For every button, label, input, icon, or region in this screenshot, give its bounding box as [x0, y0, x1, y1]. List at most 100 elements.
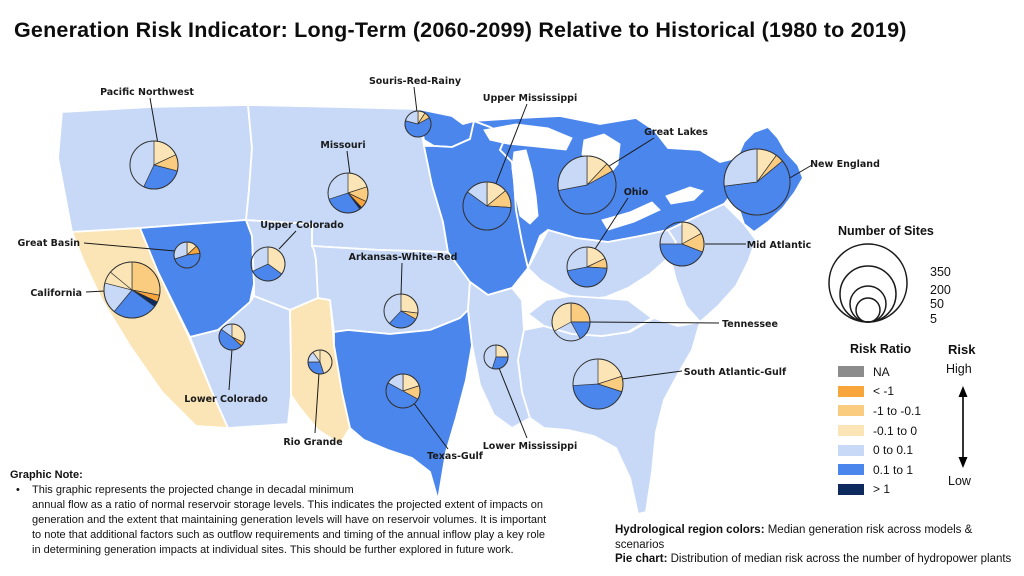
region-label-souris-red-rainy: Souris-Red-Rainy [369, 76, 462, 87]
risk-ratio-row: > 1 [838, 480, 968, 500]
region-label-upper-mississippi: Upper Mississippi [483, 93, 577, 104]
pie-outline [557, 155, 617, 215]
pie-outline [404, 110, 432, 138]
risk-ratio-swatch [838, 464, 864, 476]
footnote-pie-chart: Pie chart: Distribution of median risk a… [615, 553, 1012, 565]
region-label-lower-colorado: Lower Colorado [184, 394, 268, 405]
region-label-new-england: New England [810, 159, 880, 170]
risk-ratio-row: -0.1 to 0 [838, 421, 968, 441]
leader-line-lower-mississippi [498, 367, 528, 439]
graphic-note-line: in determining generation impacts at ind… [32, 544, 514, 556]
risk-ratio-row: -1 to -0.1 [838, 401, 968, 421]
leader-line-ohio [594, 197, 629, 250]
pie-outline [383, 293, 419, 329]
pie-pacific-northwest [129, 140, 179, 190]
pie-outline [250, 246, 286, 282]
pie-outline [723, 148, 791, 216]
pie-south-atlantic-gulf [572, 358, 624, 410]
pie-texas-gulf [385, 373, 421, 409]
legend-sites-title: Number of Sites [838, 224, 934, 238]
leader-line-missouri [346, 150, 351, 175]
pie-outline [173, 241, 201, 269]
bullet-icon: • [16, 484, 20, 496]
pie-great-basin [173, 241, 201, 269]
pie-outline [327, 172, 369, 214]
sites-circle-5 [855, 297, 881, 323]
region-label-texas-gulf: Texas-Gulf [427, 451, 484, 462]
pie-outline [659, 221, 705, 267]
sites-circle-label: 200 [930, 283, 951, 297]
lake-superior [483, 123, 573, 151]
pie-outline [129, 140, 179, 190]
risk-ratio-label: -0.1 to 0 [873, 423, 918, 438]
pie-upper-colorado [250, 246, 286, 282]
risk-ratio-label: NA [873, 364, 890, 379]
risk-ratio-swatch [838, 385, 864, 397]
pie-arkansas-white-red [383, 293, 419, 329]
risk-ratio-label: 0.1 to 1 [873, 462, 914, 477]
pie-upper-mississippi [462, 181, 512, 231]
region-label-rio-grande: Rio Grande [283, 437, 342, 448]
sites-circle-label: 5 [930, 312, 937, 326]
risk-ratio-label: -1 to -0.1 [873, 403, 922, 418]
leader-line-lower-colorado [228, 348, 233, 391]
risk-ratio-swatch [838, 483, 864, 495]
graphic-note-heading: Graphic Note: [10, 469, 83, 481]
leader-line-upper-colorado [278, 230, 297, 250]
leader-line-souris-red-rainy [413, 86, 418, 113]
leader-line-great-basin [83, 242, 176, 252]
leader-line-texas-gulf [412, 401, 449, 450]
risk-ratio-swatch [838, 444, 864, 456]
pie-great-lakes [557, 155, 617, 215]
pie-outline [218, 323, 246, 351]
region-label-lower-mississippi: Lower Mississippi [483, 441, 578, 452]
sites-circle-50 [849, 285, 887, 323]
legend-risk-high-label: High [946, 362, 972, 376]
sites-circle-200 [839, 265, 897, 323]
pie-outline [572, 358, 624, 410]
pie-lower-colorado [218, 323, 246, 351]
graphic-note: Graphic Note: • This graphic represents … [10, 468, 590, 558]
footnote: Hydrological region colors: Median gener… [615, 523, 1023, 567]
region-label-great-lakes: Great Lakes [644, 127, 708, 138]
risk-ratio-row: 0 to 0.1 [838, 440, 968, 460]
graphic-note-line: generation and the extent that maintaini… [32, 514, 547, 526]
risk-ratio-label: 0 to 0.1 [873, 443, 914, 458]
lake-michigan [511, 149, 539, 225]
pie-outline [551, 302, 591, 342]
pie-outline [566, 246, 608, 288]
sites-circle-label: 50 [930, 297, 944, 311]
pie-new-england [723, 148, 791, 216]
region-label-ohio: Ohio [624, 187, 649, 198]
risk-ratio-row: NA [838, 362, 968, 382]
leader-line-new-england [787, 164, 813, 180]
sites-circle-label: 350 [930, 265, 951, 279]
risk-ratio-swatch [838, 425, 864, 437]
legend-risk-ratio: Risk Ratio NA < -1 -1 to -0.1 -0.1 to 0 0 to… [838, 342, 968, 499]
region-label-tennessee: Tennessee [722, 319, 778, 330]
risk-ratio-label: > 1 [873, 482, 891, 497]
legend-number-of-sites: Number of Sites 350 200 50 5 [818, 224, 1018, 334]
region-label-arkansas-white-red: Arkansas-White-Red [349, 252, 458, 263]
pie-california [103, 261, 161, 319]
graphic-note-line: • This graphic represents the projected … [16, 484, 354, 496]
pie-ohio [566, 246, 608, 288]
region-label-mid-atlantic: Mid Atlantic [747, 240, 812, 251]
pie-mid-atlantic [659, 221, 705, 267]
risk-ratio-label: < -1 [873, 384, 895, 399]
page-title: Generation Risk Indicator: Long-Term (20… [14, 18, 907, 42]
sites-circle-350 [828, 243, 908, 323]
leader-line-california [85, 290, 106, 293]
risk-ratio-row: < -1 [838, 382, 968, 402]
pie-slice [723, 148, 758, 187]
pie-lower-mississippi [483, 344, 509, 370]
region-label-south-atlantic-gulf: South Atlantic-Gulf [684, 367, 787, 378]
leader-line-great-lakes [605, 137, 655, 169]
risk-double-arrow-icon [958, 386, 968, 468]
region-label-missouri: Missouri [320, 140, 365, 151]
leader-line-pacific-northwest [149, 97, 159, 145]
region-label-california: California [30, 288, 82, 299]
leader-line-upper-mississippi [494, 103, 528, 187]
graphic-note-line: to note that additional factors such as … [32, 529, 546, 541]
